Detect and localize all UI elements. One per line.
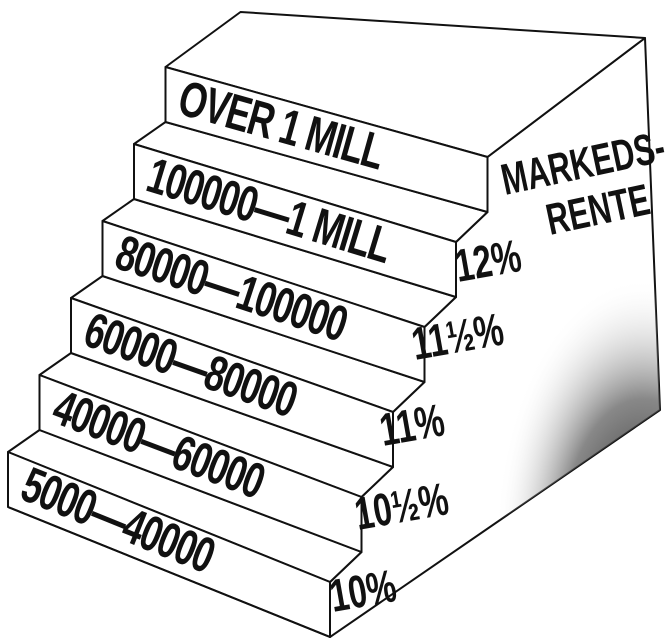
step-front — [38, 374, 363, 553]
rate-group: 12% — [451, 231, 525, 292]
rate-group: 11% — [376, 395, 448, 456]
step-front — [164, 66, 489, 213]
rate: 12% — [451, 231, 525, 292]
rate: 10% — [326, 561, 400, 622]
rate-group: 10% — [326, 561, 400, 622]
edge — [7, 506, 331, 638]
step-front — [70, 297, 394, 468]
rate: 11% — [376, 395, 448, 456]
step-front — [101, 220, 426, 383]
step-front — [133, 143, 457, 298]
side-shade — [330, 38, 660, 637]
